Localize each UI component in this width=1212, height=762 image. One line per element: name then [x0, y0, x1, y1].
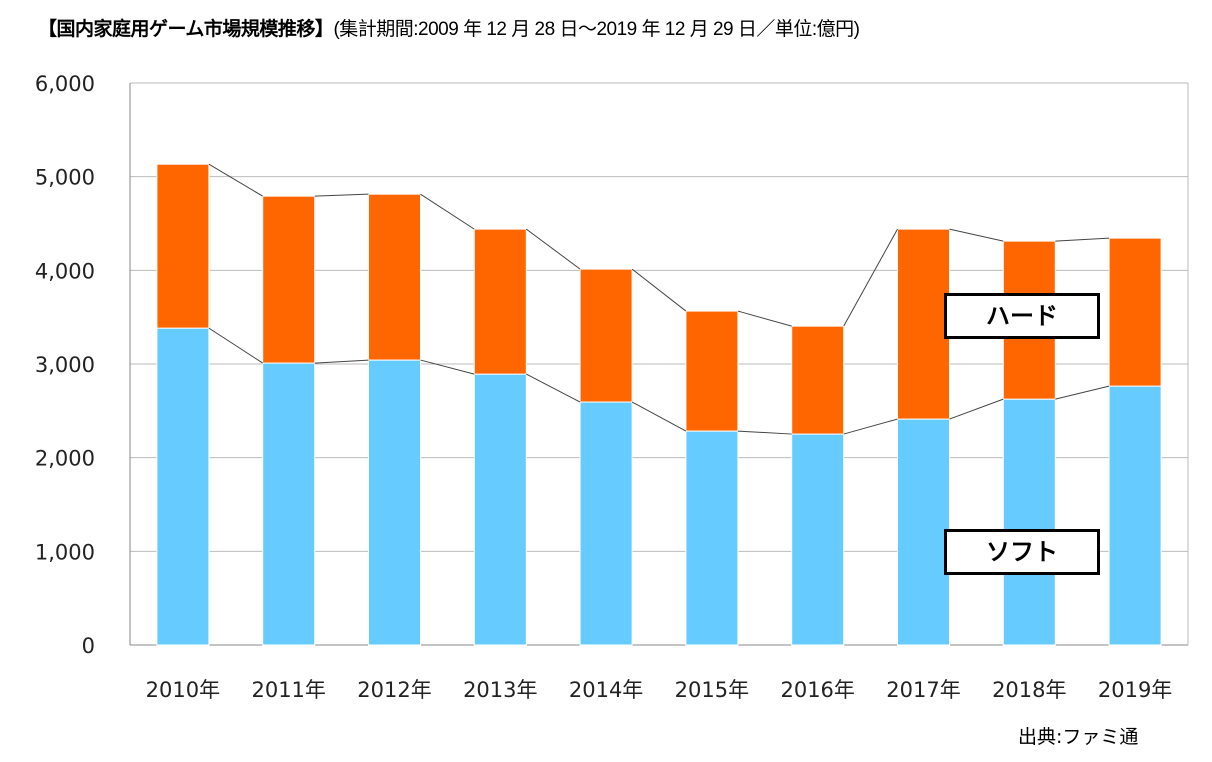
series-line	[314, 359, 369, 364]
x-tick-label: 2011年	[251, 678, 325, 702]
series-line	[420, 193, 475, 230]
source-note: 出典:ファミ通	[1018, 726, 1139, 748]
legend-hard: ハード	[944, 293, 1100, 339]
bar-hard	[579, 268, 633, 403]
series-line	[631, 268, 687, 312]
x-tick-label: 2012年	[357, 678, 431, 702]
bar-soft	[897, 418, 950, 646]
x-tick-label: 2017年	[886, 678, 960, 702]
bar-hard	[473, 228, 527, 375]
series-line	[314, 193, 369, 197]
series-line	[843, 418, 898, 435]
bar-soft	[685, 430, 739, 646]
bar-hard	[791, 325, 845, 435]
bar-soft	[156, 327, 210, 646]
bar-hard	[685, 310, 739, 432]
series-line	[526, 228, 581, 270]
y-tick-label: 5,000	[35, 166, 95, 190]
series-line	[737, 310, 792, 327]
x-tick-label: 2013年	[463, 678, 537, 702]
series-line	[949, 398, 1004, 420]
y-tick-label: 2,000	[35, 447, 95, 471]
bar-soft	[579, 401, 633, 646]
y-tick-label: 1,000	[35, 540, 95, 564]
x-tick-label: 2016年	[780, 678, 854, 702]
series-line	[949, 228, 1004, 242]
x-tick-label: 2019年	[1098, 678, 1172, 702]
series-line	[631, 401, 687, 432]
bar-soft	[1108, 385, 1162, 646]
bar-soft	[262, 362, 316, 646]
series-line	[208, 327, 263, 364]
bar-hard	[262, 195, 316, 364]
bar-hard	[897, 228, 950, 420]
y-tick-label: 6,000	[35, 72, 95, 96]
series-line	[420, 359, 475, 375]
bar-hard	[368, 193, 421, 361]
y-tick-label: 3,000	[35, 353, 95, 377]
legend-soft: ソフト	[944, 529, 1100, 575]
title-main: 【国内家庭用ゲーム市場規模推移】	[38, 18, 334, 40]
bar-soft	[473, 373, 527, 646]
series-line	[1055, 385, 1110, 400]
series-line	[526, 373, 581, 403]
bar-soft	[1002, 398, 1056, 646]
title-sub: (集計期間:2009 年 12 月 28 日～2019 年 12 月 29 日／…	[333, 19, 860, 40]
x-tick-label: 2014年	[569, 678, 643, 702]
series-line	[737, 430, 792, 435]
series-line	[1055, 237, 1110, 242]
bar-hard	[1108, 237, 1162, 387]
y-tick-label: 4,000	[35, 259, 95, 283]
x-tick-label: 2018年	[992, 678, 1066, 702]
bar-soft	[368, 359, 421, 646]
x-tick-label: 2010年	[146, 678, 220, 702]
series-line	[843, 228, 898, 327]
bar-soft	[791, 433, 845, 646]
bar-hard	[156, 163, 210, 329]
y-tick-label: 0	[82, 634, 95, 658]
x-tick-label: 2015年	[675, 678, 749, 702]
chart-title: 【国内家庭用ゲーム市場規模推移】(集計期間:2009 年 12 月 28 日～2…	[38, 14, 860, 41]
series-line	[208, 163, 263, 197]
